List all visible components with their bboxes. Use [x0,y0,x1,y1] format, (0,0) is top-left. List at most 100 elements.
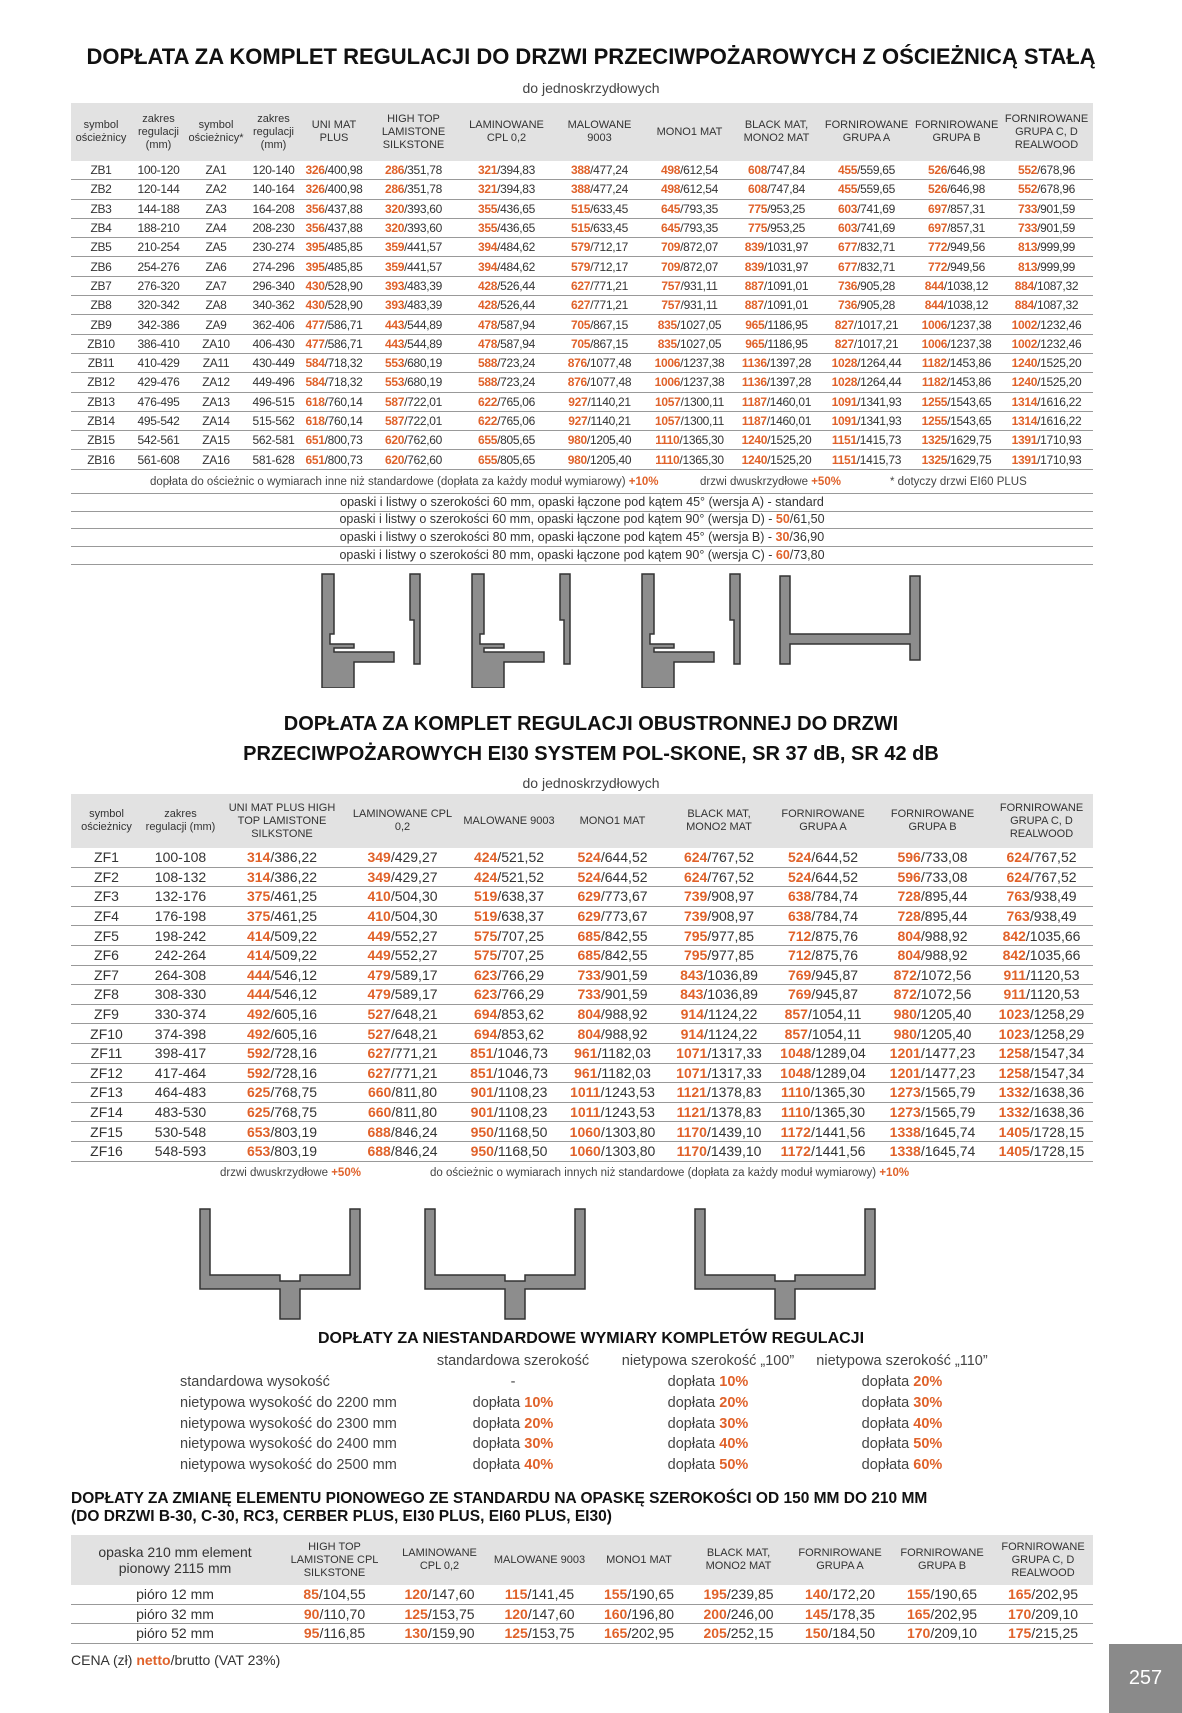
cell: 1011/1243,53 [558,1102,667,1123]
cell: 1314/1616,22 [1000,392,1093,412]
cell: 1240/1525,20 [1000,353,1093,374]
cell: ZA10 [186,334,246,354]
cell: 843/1036,89 [667,984,771,1005]
page-number: 257 [1109,1644,1182,1713]
cell: - [510,1374,516,1390]
cell: ZB11 [71,353,131,374]
cell: ZA1 [186,161,246,181]
column-header: MONO1 MAT [646,103,733,161]
cell: 443/544,89 [367,314,460,335]
row: ZB16 561-608 ZA16 581-628 651/800,73 620/762,… [71,449,1093,470]
cell: 1136/1397,28 [733,372,820,393]
cell: 519/638,37 [460,906,558,927]
header-row: symbol ościeżnicy zakres regulacji (mm) sy… [71,103,1093,161]
cell: 625/768,75 [219,1082,345,1103]
cell: 588/723,24 [460,353,553,374]
cell: 188-210 [131,218,186,239]
cell: 623/766,29 [460,965,558,986]
opaska-price: 50/61,50 [775,512,825,526]
cell: 775/953,25 [733,199,820,219]
cell: 1071/1317,33 [667,1043,771,1064]
title-line: DOPŁATA ZA KOMPLET REGULACJI OBUSTRONNEJ… [283,713,899,735]
cell: 349/429,27 [345,867,460,888]
cell: 733/901,59 [558,984,667,1005]
cell: 584/718,32 [301,353,367,374]
row: ZB10 386-410 ZA10 406-430 477/586,71 443/544,… [71,334,1093,354]
cell: 155/190,65 [891,1585,993,1605]
footer-highlight: netto [136,1652,171,1668]
cell: 625/768,75 [219,1102,345,1123]
column-header: MALOWANE 9003 [489,1535,590,1585]
note: drzwi dwuskrzydłowe +50% [700,476,841,488]
cell: 1006/1237,38 [646,353,733,374]
table: symbol ościeżnicy zakres regulacji (mm) sy… [71,103,1093,470]
cell: 1060/1303,80 [558,1121,667,1142]
cell: ZA11 [186,353,246,374]
cell: 1170/1439,10 [667,1121,771,1142]
cell: 592/728,16 [219,1063,345,1084]
cell: 839/1031,97 [733,256,820,277]
row: ZB12 429-476 ZA12 449-496 584/718,32 553/680,… [71,372,1093,393]
column-header: MALOWANE 9003 [460,794,558,848]
cell: 1187/1460,01 [733,411,820,432]
cell: 524/644,52 [771,848,875,868]
cell: 1273/1565,79 [875,1082,990,1103]
cell: ZB1 [71,161,131,181]
cell: 393/483,39 [367,295,460,316]
cell: 618/760,14 [301,411,367,432]
row: ZB4 188-210 ZA4 208-230 356/437,88 320/393,60… [71,218,1093,239]
cell: 155/190,65 [590,1585,688,1605]
cell: 804/988,92 [558,1023,667,1044]
cell: 320/393,60 [367,218,460,239]
cell: 697/857,31 [913,218,1000,239]
cell: 424/521,52 [460,867,558,888]
cell: ZB6 [71,256,131,277]
cell: 492/605,16 [219,1004,345,1025]
cell: 562-581 [246,430,301,451]
cell: 1332/1638,36 [990,1082,1093,1103]
row-label: nietypowa wysokość do 2500 mm [180,1457,397,1474]
cell: ZB12 [71,372,131,393]
row: ZB6 254-276 ZA6 274-296 395/485,85 359/441,57… [71,256,1093,277]
cell: 1151/1415,73 [820,449,913,470]
cell: ZA7 [186,276,246,297]
cell: 242-264 [142,945,219,966]
cell: 772/949,56 [913,256,1000,277]
opaska-line: opaski i listwy o szerokości 80 mm, opas… [71,547,1093,565]
cell: 653/803,19 [219,1121,345,1142]
cell: 355/436,65 [460,199,553,219]
cell: 553/680,19 [367,372,460,393]
cell: 1006/1237,38 [646,372,733,393]
cell: 430/528,90 [301,276,367,297]
cell: ZA4 [186,218,246,239]
cell: 492/605,16 [219,1023,345,1044]
cell: 394/484,62 [460,237,553,258]
row: ZF15 530-548 653/803,19 688/846,24 950/1168,… [71,1121,1093,1142]
row: ZB1 100-120 ZA1 120-140 326/400,98 286/351,78… [71,161,1093,181]
row: ZF14 483-530 625/768,75 660/811,80 901/1108,… [71,1102,1093,1123]
cell: dopłata 20% [472,1415,554,1432]
note: drzwi dwuskrzydłowe +50% [220,1167,361,1179]
cell: 276-320 [131,276,186,297]
cell: 120-144 [131,179,186,200]
cell: 145/178,35 [789,1604,891,1624]
cell: 308-330 [142,984,219,1005]
column-header: opaska 210 mm element pionowy 2115 mm [71,1535,279,1585]
cell: 164-208 [246,199,301,219]
cell: 170/209,10 [993,1604,1093,1624]
cell: 296-340 [246,276,301,297]
cell: 326/400,98 [301,179,367,200]
cell: dopłata 10% [472,1394,554,1411]
cell: 1057/1300,11 [646,392,733,412]
cell: 326/400,98 [301,161,367,181]
cell: 498/612,54 [646,161,733,181]
cell: 950/1168,50 [460,1141,558,1162]
column-header: MONO1 MAT [590,1535,688,1585]
cell: 624/767,52 [990,867,1093,888]
opaska-line: opaski i listwy o szerokości 80 mm, opas… [71,529,1093,547]
subtitle: do jednoskrzydłowych [522,80,660,96]
row: ZF2 108-132 314/386,22 349/429,27 424/521,52… [71,867,1093,888]
cell: 120/147,60 [390,1585,489,1605]
cell: 1110/1365,30 [646,430,733,451]
cell: 394/484,62 [460,256,553,277]
